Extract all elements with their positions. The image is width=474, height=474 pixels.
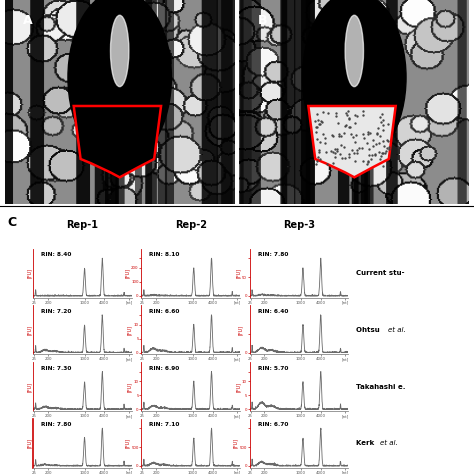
Text: RIN: 7.80: RIN: 7.80 bbox=[41, 422, 72, 427]
Text: RIN: 6.70: RIN: 6.70 bbox=[257, 422, 288, 427]
Text: C: C bbox=[7, 216, 16, 228]
Text: Rep-1: Rep-1 bbox=[66, 219, 99, 229]
Text: RIN: 7.30: RIN: 7.30 bbox=[41, 365, 72, 371]
Ellipse shape bbox=[110, 15, 129, 87]
Y-axis label: [FU]: [FU] bbox=[125, 268, 130, 278]
Ellipse shape bbox=[345, 15, 364, 87]
Text: B: B bbox=[258, 14, 267, 27]
Y-axis label: [FU]: [FU] bbox=[27, 268, 32, 278]
Text: RIN: 8.40: RIN: 8.40 bbox=[41, 252, 72, 257]
Text: RIN: 8.10: RIN: 8.10 bbox=[149, 252, 180, 257]
Text: Ohtsu: Ohtsu bbox=[356, 327, 382, 333]
Text: RIN: 6.60: RIN: 6.60 bbox=[149, 309, 180, 314]
Text: et al.: et al. bbox=[388, 327, 405, 333]
Y-axis label: [FU]: [FU] bbox=[238, 325, 243, 335]
Text: RIN: 6.40: RIN: 6.40 bbox=[257, 309, 288, 314]
Y-axis label: [FU]: [FU] bbox=[27, 382, 32, 392]
Y-axis label: [FU]: [FU] bbox=[27, 438, 32, 448]
Text: RIN: 5.70: RIN: 5.70 bbox=[257, 365, 288, 371]
Text: et al.: et al. bbox=[380, 440, 398, 447]
Ellipse shape bbox=[302, 0, 406, 164]
Y-axis label: [FU]: [FU] bbox=[236, 268, 241, 278]
Text: Rep-3: Rep-3 bbox=[283, 219, 315, 229]
Text: A: A bbox=[23, 14, 33, 27]
PathPatch shape bbox=[73, 106, 161, 177]
PathPatch shape bbox=[308, 106, 396, 177]
Y-axis label: [FU]: [FU] bbox=[127, 325, 132, 335]
Text: RIN: 6.90: RIN: 6.90 bbox=[149, 365, 180, 371]
Text: RIN: 7.80: RIN: 7.80 bbox=[257, 252, 288, 257]
Text: RIN: 7.20: RIN: 7.20 bbox=[41, 309, 72, 314]
Text: Current stu-: Current stu- bbox=[356, 270, 404, 276]
Text: Takahashi e.: Takahashi e. bbox=[356, 383, 405, 390]
Y-axis label: [FU]: [FU] bbox=[127, 382, 132, 392]
Y-axis label: [FU]: [FU] bbox=[27, 325, 32, 335]
Y-axis label: [FU]: [FU] bbox=[236, 382, 240, 392]
Y-axis label: [FU]: [FU] bbox=[233, 438, 238, 448]
Text: Kerk: Kerk bbox=[356, 440, 376, 447]
Y-axis label: [FU]: [FU] bbox=[125, 438, 130, 448]
Ellipse shape bbox=[68, 0, 172, 164]
Text: RIN: 7.10: RIN: 7.10 bbox=[149, 422, 180, 427]
Text: Rep-2: Rep-2 bbox=[175, 219, 207, 229]
